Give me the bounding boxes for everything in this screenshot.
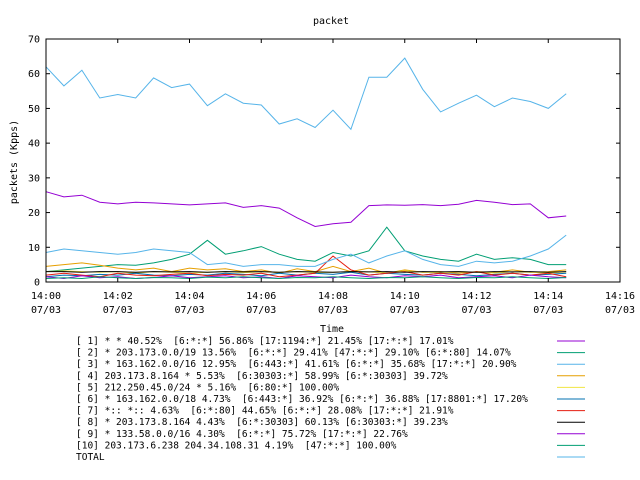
series-layer xyxy=(45,57,567,280)
y-tick-label: 60 xyxy=(28,69,40,80)
x-tick-date: 07/03 xyxy=(103,305,133,316)
y-tick-label: 10 xyxy=(28,243,40,254)
y-axis-label: packets (Kpps) xyxy=(9,120,20,204)
legend-entry-label: [ 3] * 163.162.0.0/16 12.95% [6:443:*] 4… xyxy=(76,359,517,370)
x-tick-date: 07/03 xyxy=(533,305,563,316)
legend-entry-label: [ 5] 212.250.45.0/24 * 5.16% [6:80:*] 10… xyxy=(76,382,339,393)
chart-title: packet xyxy=(313,16,349,27)
legend: [ 1] * * 40.52% [6:*:*] 56.86% [17:1194:… xyxy=(76,336,585,463)
y-tick-label: 20 xyxy=(28,208,40,219)
series-line-10 xyxy=(45,276,567,280)
x-ticks: 14:00 07/03 14:02 07/03 14:04 07/03 14:06 07/03… xyxy=(31,39,635,316)
plot-frame xyxy=(45,38,621,283)
x-tick-date: 07/03 xyxy=(31,305,61,316)
x-tick-time: 14:12 xyxy=(461,291,491,302)
series-line-11 xyxy=(45,234,567,267)
series-line-2 xyxy=(45,226,567,273)
x-axis-label: Time xyxy=(320,324,344,335)
series-line-8 xyxy=(46,271,567,273)
x-tick-time: 14:00 xyxy=(31,291,61,302)
x-tick-time: 14:14 xyxy=(533,291,563,302)
legend-entry-label: [ 7] *:: *:: 4.63% [6:*:80] 44.65% [6:*:… xyxy=(76,406,454,417)
x-tick-time: 14:02 xyxy=(103,291,133,302)
x-tick-date: 07/03 xyxy=(174,305,204,316)
legend-entry-label: [ 1] * * 40.52% [6:*:*] 56.86% [17:1194:… xyxy=(76,336,454,347)
legend-entry-label: [10] 203.173.6.238 204.34.108.31 4.19% [… xyxy=(76,440,397,451)
x-tick-date: 07/03 xyxy=(605,305,635,316)
y-tick-label: 50 xyxy=(28,104,40,115)
legend-entry-label: [ 6] * 163.162.0.0/18 4.73% [6:443:*] 36… xyxy=(76,394,528,405)
legend-entry-label: [ 8] * 203.173.8.164 4.43% [6:*:30303] 6… xyxy=(76,417,448,428)
y-tick-label: 30 xyxy=(28,173,40,184)
y-tick-label: 0 xyxy=(34,278,40,289)
y-tick-label: 40 xyxy=(28,139,40,150)
x-tick-time: 14:06 xyxy=(246,291,276,302)
x-tick-time: 14:16 xyxy=(605,291,635,302)
x-tick-date: 07/03 xyxy=(246,305,276,316)
x-tick-time: 14:04 xyxy=(174,291,204,302)
x-tick-time: 14:08 xyxy=(318,291,348,302)
x-tick-date: 07/03 xyxy=(390,305,420,316)
series-line-1 xyxy=(45,191,567,228)
y-ticks: 0 10 20 30 40 50 60 70 xyxy=(28,35,620,289)
x-tick-date: 07/03 xyxy=(318,305,348,316)
legend-entry-label: [ 2] * 203.173.0.0/19 13.56% [6:*:*] 29.… xyxy=(76,348,511,359)
series-line-3 xyxy=(45,57,567,131)
x-tick-time: 14:10 xyxy=(390,291,420,302)
y-tick-label: 70 xyxy=(28,35,40,46)
legend-entry-label: [ 9] * 133.58.0.0/16 4.30% [6:*:*] 75.72… xyxy=(76,429,408,440)
legend-entry-label: [ 4] 203.173.8.164 * 5.53% [6:30303:*] 5… xyxy=(76,371,448,382)
x-tick-date: 07/03 xyxy=(461,305,491,316)
legend-entry-label: TOTAL xyxy=(76,452,105,463)
